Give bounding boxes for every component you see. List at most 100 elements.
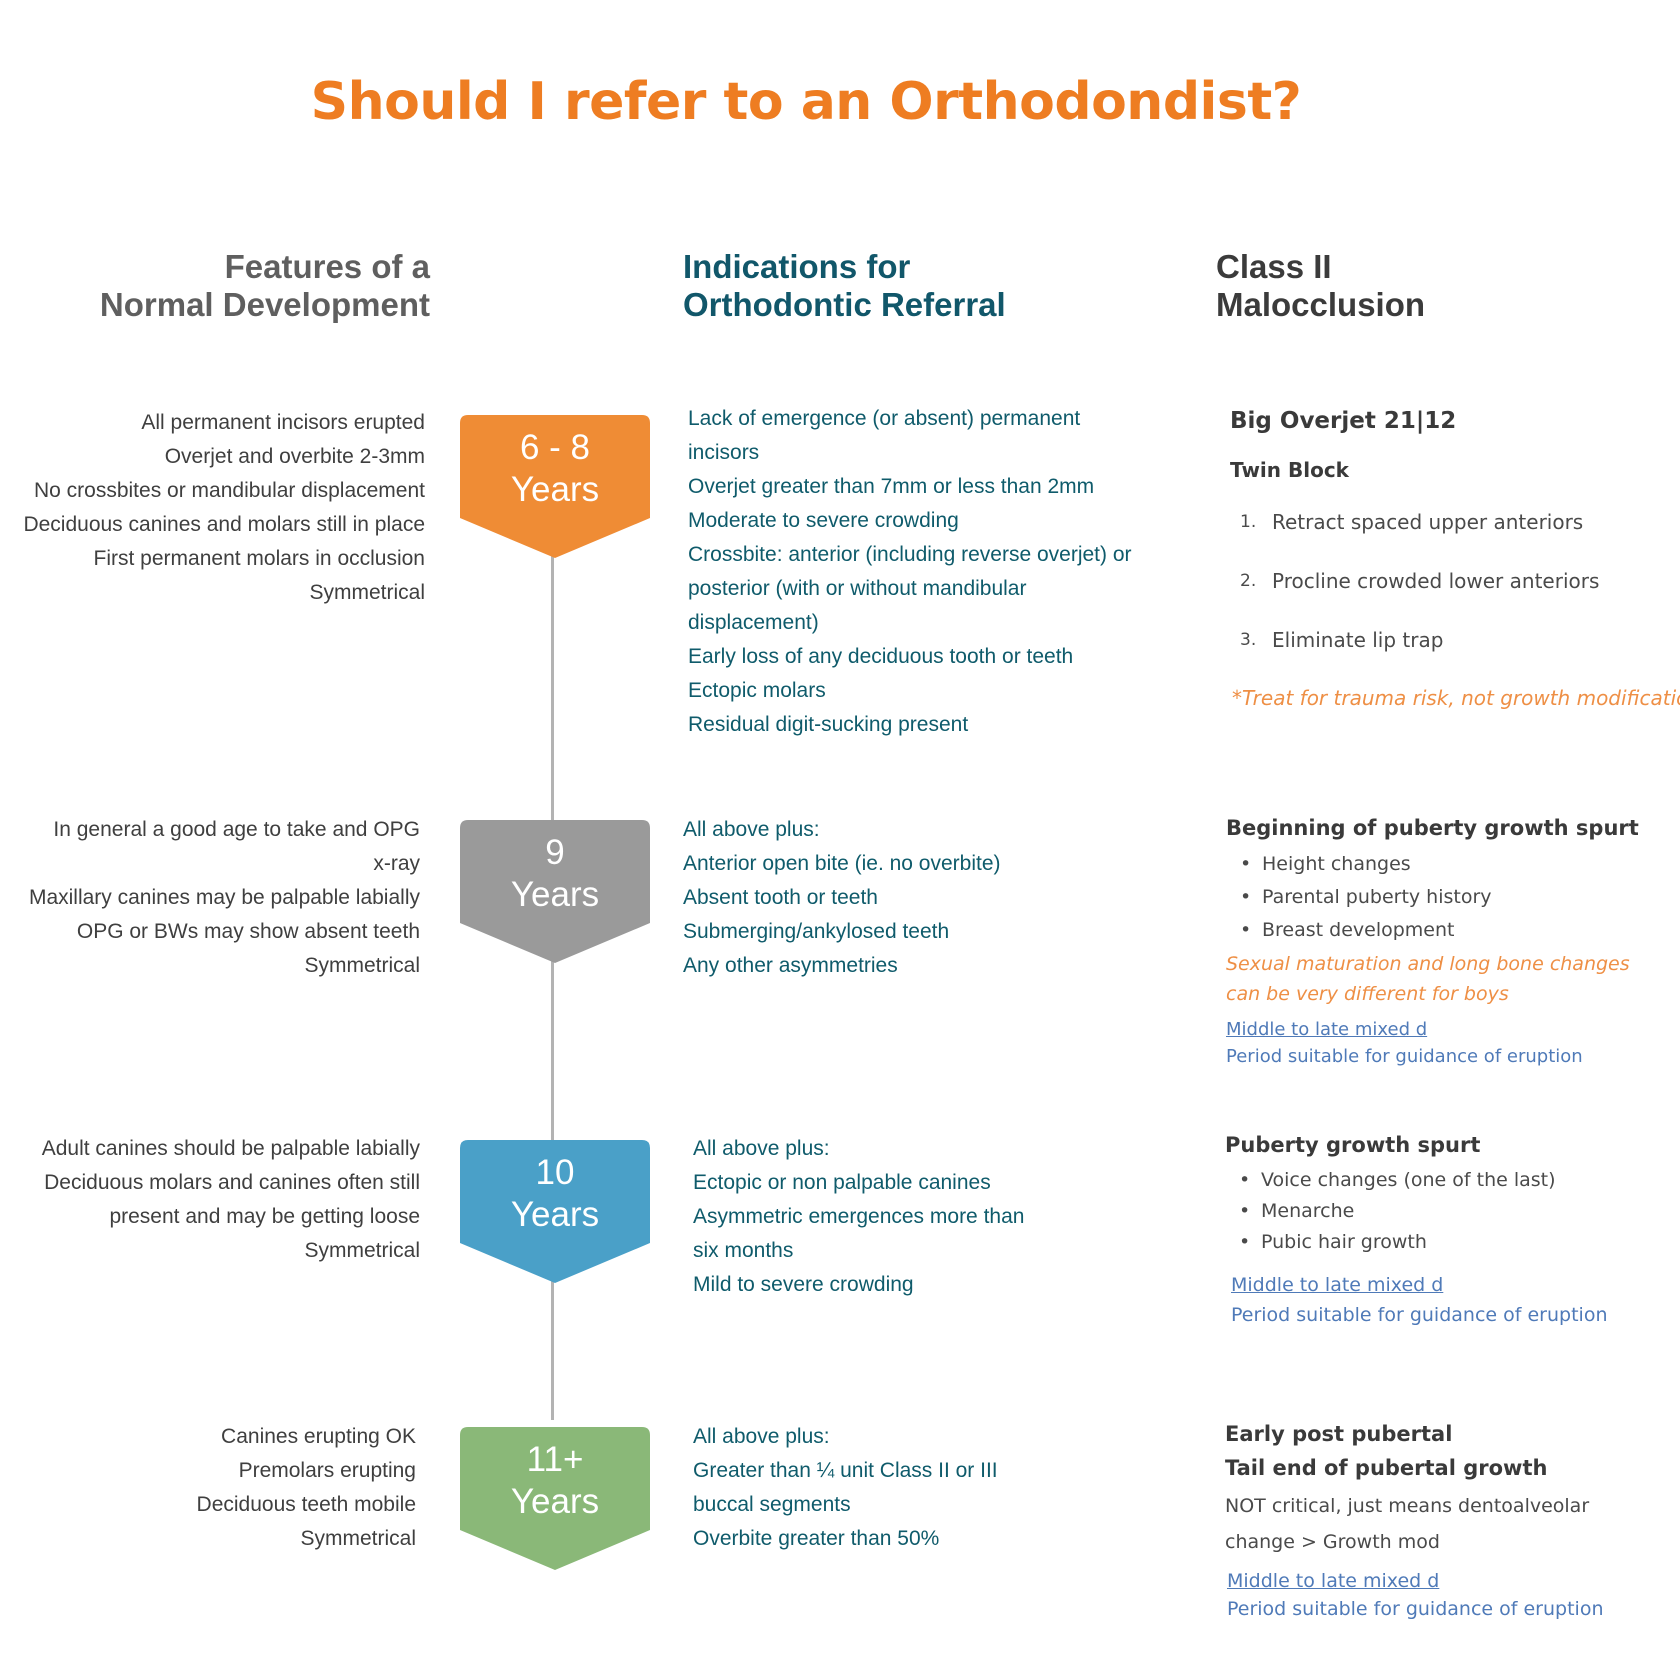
list-item: Early loss of any deciduous tooth or tee… (688, 645, 1074, 668)
referral-indications-list-9: All above plus: Anterior open bite (ie. … (683, 813, 1001, 983)
panel-heading: Early post pubertal (1225, 1422, 1453, 1446)
bullet-item: • Parental puberty history (1226, 881, 1639, 914)
panel-subheading: Tail end of pubertal growth (1225, 1456, 1548, 1480)
sexual-maturation-note: Sexual maturation and long bone changes … (1226, 949, 1639, 1009)
age-badge-11-plus-years: 11+ Years (460, 1427, 650, 1570)
mixed-dentition-link[interactable]: Middle to late mixed d (1227, 1570, 1440, 1592)
heading-line: Indications for (683, 248, 911, 285)
heading-line: Malocclusion (1216, 286, 1426, 323)
badge-shape (460, 415, 650, 558)
list-item: six months (693, 1239, 794, 1262)
list-item: Lack of emergence (or absent) permanent (688, 407, 1081, 430)
note-line: Sexual maturation and long bone changes (1226, 953, 1630, 975)
class-ii-panel-11-plus: Early post pubertal Tail end of pubertal… (1225, 1422, 1603, 1620)
bullet-item: • Breast development (1226, 914, 1639, 947)
bullet-text: Menarche (1261, 1200, 1355, 1222)
list-item: posterior (with or without mandibular (688, 577, 1027, 600)
step-text: Retract spaced upper anteriors (1272, 510, 1584, 534)
bullet-text: Parental puberty history (1262, 886, 1492, 908)
badge-age: 11+ (526, 1440, 584, 1479)
heading-line: Normal Development (99, 286, 430, 323)
list-item: Crossbite: anterior (including reverse o… (688, 543, 1132, 566)
step-item: 2. Procline crowded lower anteriors (1230, 569, 1680, 628)
puberty-signs-list: • Height changes • Parental puberty histor… (1226, 848, 1639, 947)
age-badge-6-8-years: 6 - 8 Years (460, 415, 650, 558)
list-item: Greater than ¼ unit Class II or III (693, 1459, 998, 1482)
age-badge-10-years: 10 Years (460, 1140, 650, 1283)
list-item: All permanent incisors erupted (141, 411, 425, 434)
bullet-item: • Voice changes (one of the last) (1225, 1165, 1607, 1196)
bullet-icon: • (1239, 1169, 1251, 1191)
list-item: x-ray (373, 852, 420, 875)
list-item: Deciduous canines and molars still in pl… (23, 513, 425, 536)
heading-line: Orthodontic Referral (683, 286, 1006, 323)
bullet-item: • Menarche (1225, 1196, 1607, 1227)
class-ii-panel-10: Puberty growth spurt • Voice changes (one… (1225, 1133, 1607, 1326)
list-item: Symmetrical (309, 581, 425, 604)
list-item: In general a good age to take and OPG (53, 818, 420, 841)
normal-development-list-11-plus: Canines erupting OK Premolars erupting D… (1, 1420, 416, 1556)
list-item: displacement) (688, 611, 819, 634)
normal-development-list-6-8: All permanent incisors erupted Overjet a… (10, 406, 425, 610)
bullet-icon: • (1239, 1200, 1251, 1222)
list-item: All above plus: (693, 1137, 830, 1160)
list-item: Anterior open bite (ie. no overbite) (683, 852, 1001, 875)
guidance-note: Period suitable for guidance of eruption (1231, 1304, 1608, 1326)
list-item: Any other asymmetries (683, 954, 898, 977)
guidance-note: Period suitable for guidance of eruption (1227, 1598, 1604, 1620)
badge-unit: Years (510, 1482, 600, 1521)
list-item: Asymmetric emergences more than (693, 1205, 1025, 1228)
list-item: Overjet and overbite 2-3mm (164, 445, 425, 468)
list-item: Maxillary canines may be palpable labial… (28, 886, 420, 909)
trauma-note: *Treat for trauma risk, not growth modif… (1232, 686, 1680, 710)
list-item: Adult canines should be palpable labiall… (41, 1137, 420, 1160)
list-item: Moderate to severe crowding (688, 509, 959, 532)
list-item: Deciduous teeth mobile (196, 1493, 416, 1516)
dentoalveolar-note: NOT critical, just means dentoalveolar c… (1225, 1488, 1603, 1560)
badge-unit: Years (510, 1195, 600, 1234)
badge-age: 10 (535, 1153, 575, 1192)
bullet-text: Pubic hair growth (1261, 1231, 1427, 1253)
column-heading-referral-indications: Indications for Orthodontic Referral (683, 248, 1123, 324)
list-item: All above plus: (693, 1425, 830, 1448)
list-item: OPG or BWs may show absent teeth (76, 920, 420, 943)
referral-indications-list-11-plus: All above plus: Greater than ¼ unit Clas… (693, 1420, 998, 1556)
class-ii-panel-9: Beginning of puberty growth spurt • Heigh… (1226, 816, 1639, 1067)
badge-unit: Years (510, 875, 600, 914)
step-text: Eliminate lip trap (1272, 628, 1444, 652)
bullet-icon: • (1240, 853, 1252, 875)
bullet-icon: • (1239, 1231, 1251, 1253)
list-item: present and may be getting loose (109, 1205, 420, 1228)
badge-shape (460, 1427, 650, 1570)
bullet-text: Breast development (1262, 919, 1455, 941)
page-title: Should I refer to an Orthodondist? (310, 72, 1302, 132)
note-line: can be very different for boys (1226, 983, 1509, 1005)
bullet-item: • Height changes (1226, 848, 1639, 881)
list-item: Residual digit-sucking present (688, 713, 969, 736)
badge-shape (460, 1140, 650, 1283)
bullet-item: • Pubic hair growth (1225, 1227, 1607, 1258)
mixed-dentition-link[interactable]: Middle to late mixed d (1231, 1274, 1444, 1296)
list-item: Mild to severe crowding (693, 1273, 914, 1296)
list-item: Overjet greater than 7mm or less than 2m… (688, 475, 1095, 498)
note-line: change > Growth mod (1225, 1531, 1440, 1553)
list-item: incisors (688, 441, 760, 464)
column-heading-class-ii: Class II Malocclusion (1216, 248, 1616, 324)
list-item: Symmetrical (304, 1239, 420, 1262)
step-text: Procline crowded lower anteriors (1272, 569, 1600, 593)
heading-line: Class II (1216, 248, 1332, 285)
column-heading-normal-development: Features of a Normal Development (60, 248, 430, 324)
mixed-dentition-link[interactable]: Middle to late mixed d (1226, 1019, 1428, 1040)
step-number: 1. (1240, 512, 1257, 532)
bullet-text: Voice changes (one of the last) (1261, 1169, 1556, 1191)
age-badge-9-years: 9 Years (460, 820, 650, 963)
panel-heading: Beginning of puberty growth spurt (1226, 816, 1639, 840)
badge-age: 9 (545, 833, 565, 872)
panel-subheading: Twin Block (1230, 458, 1349, 482)
note-line: NOT critical, just means dentoalveolar (1225, 1495, 1590, 1517)
list-item: First permanent molars in occlusion (93, 547, 425, 570)
list-item: Submerging/ankylosed teeth (683, 920, 950, 943)
step-item: 1. Retract spaced upper anteriors (1230, 510, 1680, 569)
referral-indications-list-10: All above plus: Ectopic or non palpable … (693, 1132, 1024, 1302)
list-item: Overbite greater than 50% (693, 1527, 940, 1550)
